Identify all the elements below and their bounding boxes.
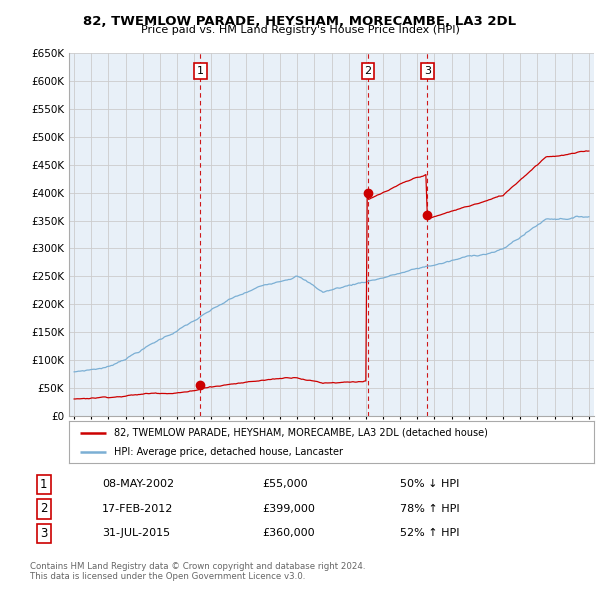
Text: 52% ↑ HPI: 52% ↑ HPI [400, 529, 460, 539]
Text: HPI: Average price, detached house, Lancaster: HPI: Average price, detached house, Lanc… [113, 447, 343, 457]
Text: This data is licensed under the Open Government Licence v3.0.: This data is licensed under the Open Gov… [30, 572, 305, 581]
Text: 08-MAY-2002: 08-MAY-2002 [102, 480, 174, 489]
Text: 82, TWEMLOW PARADE, HEYSHAM, MORECAMBE, LA3 2DL (detached house): 82, TWEMLOW PARADE, HEYSHAM, MORECAMBE, … [113, 428, 487, 438]
Text: Contains HM Land Registry data © Crown copyright and database right 2024.: Contains HM Land Registry data © Crown c… [30, 562, 365, 571]
Text: 3: 3 [40, 527, 47, 540]
Text: 2: 2 [40, 503, 47, 516]
Text: Price paid vs. HM Land Registry's House Price Index (HPI): Price paid vs. HM Land Registry's House … [140, 25, 460, 35]
Text: 3: 3 [424, 66, 431, 76]
Text: 2: 2 [364, 66, 371, 76]
Text: 50% ↓ HPI: 50% ↓ HPI [400, 480, 459, 489]
Text: £55,000: £55,000 [262, 480, 307, 489]
Text: 17-FEB-2012: 17-FEB-2012 [102, 504, 173, 514]
Text: 1: 1 [40, 478, 47, 491]
Text: 1: 1 [197, 66, 204, 76]
Text: £360,000: £360,000 [262, 529, 314, 539]
Text: £399,000: £399,000 [262, 504, 315, 514]
Text: 31-JUL-2015: 31-JUL-2015 [102, 529, 170, 539]
Text: 82, TWEMLOW PARADE, HEYSHAM, MORECAMBE, LA3 2DL: 82, TWEMLOW PARADE, HEYSHAM, MORECAMBE, … [83, 15, 517, 28]
Text: 78% ↑ HPI: 78% ↑ HPI [400, 504, 460, 514]
